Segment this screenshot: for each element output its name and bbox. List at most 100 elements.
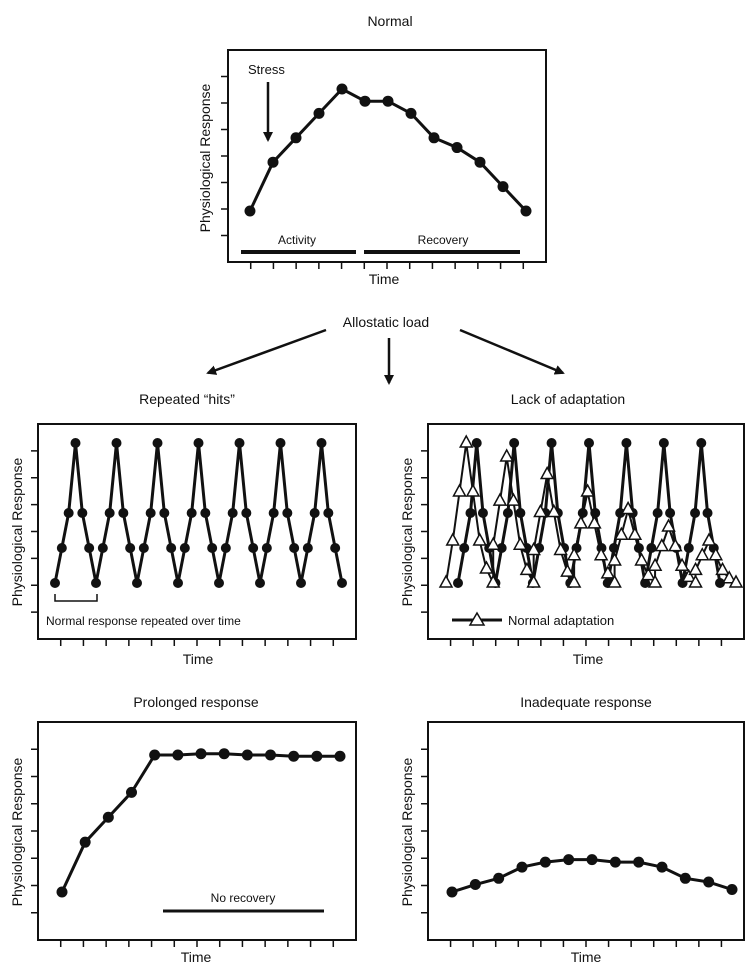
- data-point: [334, 750, 346, 762]
- stress-label: Stress: [248, 62, 285, 77]
- triangle-point: [526, 541, 541, 556]
- repeated-x-axis-label: Time: [183, 651, 214, 667]
- triangle-point: [472, 532, 487, 546]
- normal-panel: Normal Physiological Response Time Stres…: [197, 13, 547, 287]
- prolonged-x-ticks: [59, 940, 335, 947]
- data-point: [679, 872, 691, 884]
- data-point: [111, 438, 122, 448]
- repeated-series-line: [53, 441, 344, 585]
- data-point: [56, 543, 67, 553]
- normal-x-axis-label: Time: [369, 271, 400, 287]
- triangle-point: [485, 536, 501, 550]
- prolonged-response-panel: Prolonged response Physiological Respons…: [9, 694, 357, 965]
- inadequate-y-axis-label: Physiological Response: [399, 757, 415, 906]
- triangle-point: [499, 448, 514, 462]
- triangle-point: [512, 536, 528, 550]
- data-point: [265, 749, 276, 761]
- legend-triangle-marker: [468, 611, 486, 626]
- repeated-y-ticks: [31, 450, 38, 613]
- data-point: [474, 156, 486, 168]
- data-point: [656, 861, 668, 873]
- triangle-point: [627, 526, 643, 540]
- triangle-point: [526, 574, 541, 588]
- data-point: [382, 95, 394, 107]
- triangle-point: [607, 574, 622, 588]
- triangle-point: [506, 492, 521, 506]
- data-point: [70, 438, 81, 448]
- inadequate-y-ticks: [421, 748, 428, 914]
- data-point: [515, 508, 526, 518]
- triangle-point: [492, 492, 508, 506]
- data-point: [172, 749, 184, 761]
- data-point: [323, 508, 334, 518]
- repeated-title: Repeated “hits”: [139, 391, 235, 407]
- data-point: [563, 854, 575, 866]
- data-point: [313, 107, 325, 119]
- inadequate-frame: [427, 721, 745, 941]
- repeated-x-ticks: [59, 639, 335, 646]
- recovery-label: Recovery: [418, 233, 469, 247]
- data-point: [469, 879, 481, 891]
- repeated-plot: [50, 438, 347, 588]
- data-point: [118, 508, 129, 518]
- data-point: [282, 508, 293, 518]
- triangle-point: [614, 526, 629, 540]
- data-point: [125, 543, 136, 553]
- data-point: [50, 578, 60, 588]
- triangle-point: [546, 503, 562, 518]
- data-point: [516, 861, 528, 873]
- data-point: [652, 508, 663, 518]
- data-point: [218, 748, 230, 760]
- inadequate-plot: [446, 854, 738, 898]
- data-point: [316, 438, 327, 448]
- data-point: [261, 543, 272, 553]
- data-point: [640, 578, 651, 588]
- triangle-point: [728, 574, 744, 588]
- data-point: [275, 438, 286, 448]
- data-point: [477, 508, 488, 518]
- allostatic-load-connector: Allostatic load: [206, 314, 565, 385]
- prolonged-x-axis-label: Time: [181, 949, 212, 965]
- data-point: [453, 578, 463, 588]
- data-point: [696, 438, 707, 448]
- data-point: [186, 508, 197, 518]
- triangle-point: [593, 547, 609, 561]
- activity-label: Activity: [278, 233, 316, 247]
- normal-x-ticks: [249, 262, 525, 269]
- prolonged-plot: [56, 748, 346, 898]
- data-point: [149, 749, 161, 761]
- triangle-point: [600, 565, 616, 579]
- data-point: [255, 578, 265, 588]
- data-point: [91, 578, 101, 588]
- data-point: [132, 578, 142, 588]
- data-point: [241, 508, 252, 518]
- data-point: [97, 543, 108, 553]
- data-point: [715, 578, 725, 588]
- triangle-point: [674, 557, 690, 571]
- data-point: [234, 438, 245, 448]
- data-point: [497, 181, 509, 193]
- data-point: [126, 786, 137, 798]
- triangle-point: [560, 563, 575, 577]
- triangle-point: [661, 518, 676, 532]
- data-point: [493, 872, 505, 884]
- legend-label: Normal adaptation: [508, 613, 614, 628]
- data-point: [290, 132, 302, 144]
- data-point: [173, 578, 183, 588]
- triangle-point: [465, 483, 481, 497]
- triangle-point: [647, 574, 663, 588]
- data-point: [311, 750, 323, 762]
- data-point: [138, 543, 149, 553]
- data-point: [220, 543, 231, 553]
- data-point: [615, 508, 626, 518]
- triangle-point: [708, 547, 724, 561]
- data-point: [520, 205, 532, 217]
- triangle-point: [620, 500, 636, 515]
- data-point: [683, 543, 694, 553]
- data-point: [296, 578, 306, 588]
- data-point: [502, 508, 513, 518]
- data-point: [79, 836, 91, 848]
- triangle-point: [681, 568, 697, 583]
- data-point: [690, 508, 701, 518]
